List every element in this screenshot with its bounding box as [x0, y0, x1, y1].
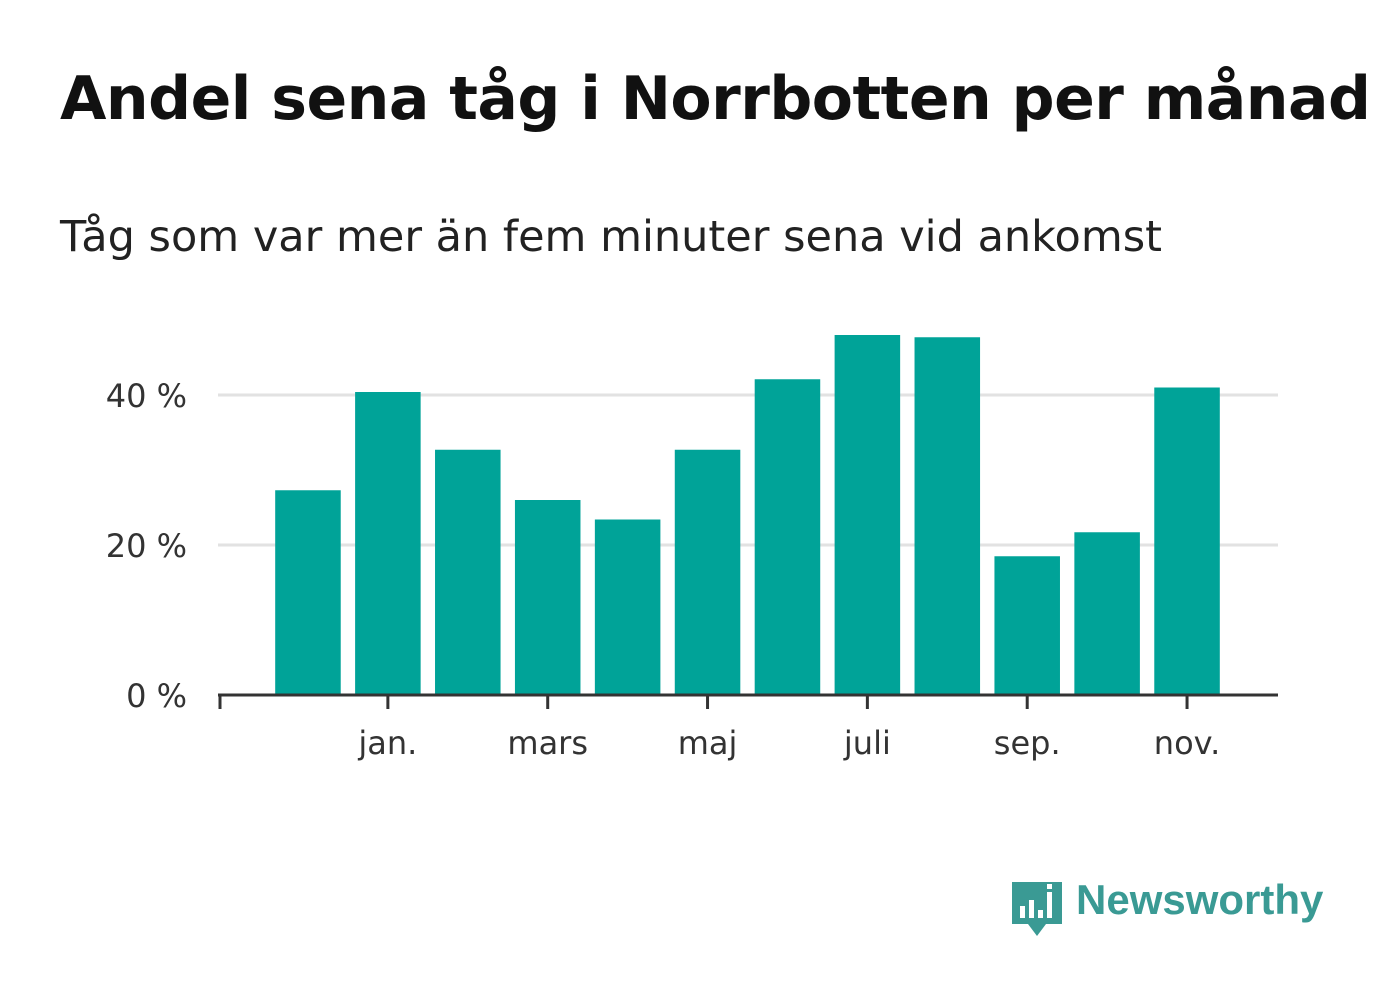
- axes: 0 % 20 % 40 % jan. mars maj juli sep. nov.: [106, 377, 1278, 762]
- bar-aug: [914, 337, 981, 695]
- x-tick-label: jan.: [357, 724, 417, 762]
- bar-dec: [275, 490, 341, 695]
- x-tick-label: nov.: [1154, 724, 1220, 762]
- y-tick-label: 40 %: [106, 377, 187, 415]
- chart-title: Andel sena tåg i Norrbotten per månad: [60, 64, 1371, 134]
- newsworthy-logo: Newsworthy: [1010, 876, 1323, 940]
- y-tick-label: 20 %: [106, 527, 187, 565]
- bar-feb: [435, 449, 501, 695]
- x-tick-label: maj: [678, 724, 738, 762]
- y-tick-label: 0 %: [126, 677, 187, 715]
- bar-sep: [994, 556, 1060, 695]
- bar-maj: [674, 449, 741, 695]
- bar-okt: [1074, 532, 1140, 695]
- bar-juni: [754, 379, 821, 695]
- bar-jan: [355, 392, 421, 695]
- x-tick-label: mars: [507, 724, 588, 762]
- bar-apr: [594, 519, 661, 695]
- bar-nov: [1154, 387, 1220, 695]
- newsworthy-logo-icon: [1012, 882, 1062, 936]
- chart-subtitle: Tåg som var mer än fem minuter sena vid …: [60, 212, 1163, 262]
- x-tick-label: juli: [843, 724, 891, 762]
- bar-mars: [514, 500, 581, 695]
- bar-juli: [834, 335, 901, 695]
- brand-name: Newsworthy: [1076, 876, 1324, 923]
- x-tick-label: sep.: [994, 724, 1061, 762]
- bars: [275, 335, 1220, 695]
